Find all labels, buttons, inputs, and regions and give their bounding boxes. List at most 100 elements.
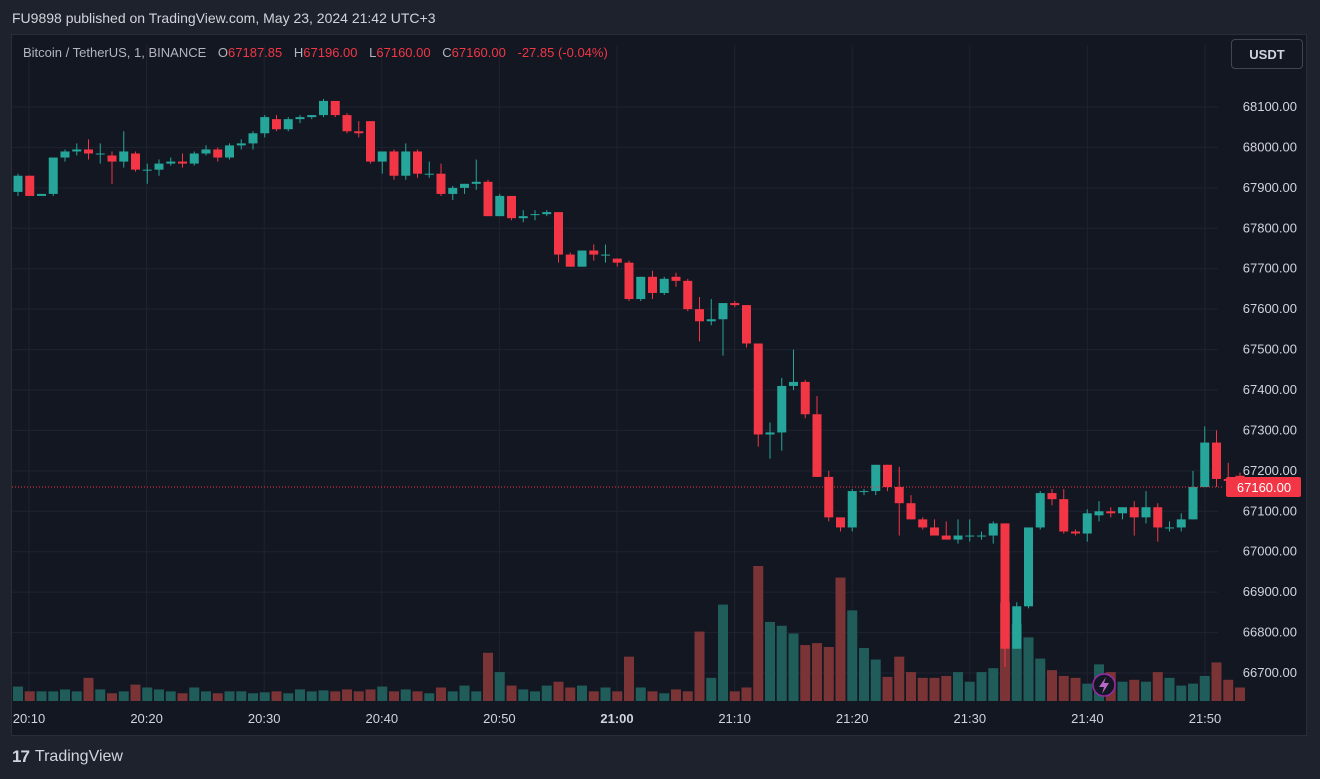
y-tick-label: 66700.00: [1243, 665, 1297, 680]
volume-bar: [107, 693, 117, 701]
volume-bar: [718, 604, 728, 701]
x-tick-label: 20:10: [13, 711, 46, 726]
volume-bar: [412, 691, 423, 701]
close-label: C: [442, 45, 452, 60]
x-tick-label: 21:30: [954, 711, 987, 726]
y-tick-label: 67000.00: [1243, 544, 1297, 559]
volume-bar: [917, 677, 928, 701]
volume-bar: [447, 691, 458, 701]
candle-body: [753, 343, 763, 435]
volume-bar: [13, 686, 23, 701]
candle-body: [1094, 511, 1104, 516]
candle-body: [518, 216, 528, 219]
candle-body: [95, 153, 105, 155]
volume-bar: [518, 689, 529, 701]
volume-bar: [283, 693, 294, 701]
volume-bar: [1023, 637, 1034, 701]
volume-bar: [859, 647, 869, 701]
candle-body: [918, 519, 928, 528]
volume-bar: [1223, 679, 1234, 701]
x-tick-label: 21:10: [718, 711, 751, 726]
volume-bar: [1035, 658, 1046, 701]
candle-body: [589, 250, 599, 255]
volume-bar: [1082, 683, 1093, 701]
volume-bar: [424, 693, 435, 701]
candle-body: [107, 155, 117, 162]
candle-body: [659, 278, 669, 293]
volume-bar: [212, 693, 223, 701]
candle-body: [612, 258, 622, 263]
y-tick-label: 67900.00: [1243, 180, 1297, 195]
volume-bar: [48, 691, 59, 701]
currency-button[interactable]: USDT: [1231, 39, 1303, 69]
volume-bar: [142, 687, 153, 701]
candle-body: [542, 212, 552, 215]
volume-bar: [494, 672, 505, 701]
volume-bar: [882, 676, 893, 701]
volume-bar: [964, 681, 975, 701]
candle-body: [789, 381, 798, 386]
volume-bar: [906, 672, 916, 701]
volume-bar: [1141, 681, 1151, 701]
tradingview-brand[interactable]: 17 TradingView: [12, 747, 123, 767]
candle-body: [483, 181, 493, 217]
symbol-name[interactable]: Bitcoin / TetherUS, 1, BINANCE: [23, 45, 207, 60]
volume-bar: [306, 691, 317, 701]
candle-body: [1106, 511, 1116, 514]
candle-body: [683, 280, 693, 310]
volume-bar: [60, 689, 70, 701]
candle-body: [871, 464, 881, 492]
candle-body: [189, 153, 199, 164]
candle-body: [389, 151, 399, 176]
candle-body: [436, 173, 446, 194]
candle-body: [272, 119, 281, 130]
candle-body: [894, 487, 904, 504]
volume-bar: [318, 690, 329, 701]
candle-body: [342, 115, 352, 132]
last-price-badge: [1226, 477, 1301, 498]
volume-bar: [377, 686, 388, 701]
volume-bar: [1176, 685, 1187, 701]
candle-body: [131, 153, 140, 170]
candle-body: [1118, 507, 1127, 514]
volume-bar: [706, 677, 717, 701]
volume-bar: [929, 677, 940, 701]
volume-bar: [635, 687, 646, 701]
volume-bar: [365, 689, 376, 701]
candle-body: [460, 183, 469, 188]
candle-body: [471, 181, 481, 184]
candle-body: [319, 100, 328, 116]
open-label: O: [217, 45, 229, 60]
candle-body: [1129, 507, 1139, 518]
volume-bar: [471, 691, 482, 701]
volume-bar: [506, 685, 517, 701]
volume-bar: [342, 689, 352, 701]
volume-bar: [835, 577, 846, 701]
candle-body: [72, 149, 82, 152]
candle-body: [777, 385, 787, 433]
y-tick-label: 67200.00: [1243, 463, 1297, 478]
volume-bar: [24, 691, 35, 701]
candle-body: [424, 173, 434, 175]
candle-body: [225, 145, 234, 158]
candle-body: [84, 149, 93, 154]
volume-bar: [647, 691, 658, 701]
candle-body: [530, 214, 540, 216]
y-tick-label: 68100.00: [1243, 99, 1297, 114]
volume-bar: [83, 677, 94, 701]
tradingview-logo-icon: 17: [12, 747, 30, 766]
volume-bar: [330, 691, 341, 701]
y-tick-label: 67600.00: [1243, 301, 1297, 316]
x-tick-label: 21:00: [600, 711, 633, 726]
volume-bar: [154, 689, 164, 701]
volume-bar: [741, 687, 752, 701]
volume-bar: [295, 689, 305, 701]
lightning-icon[interactable]: [1092, 673, 1116, 697]
low-value: 67160.00: [376, 45, 431, 60]
volume-bar: [483, 652, 493, 701]
volume-bar: [577, 685, 587, 701]
candle-body: [1141, 507, 1151, 518]
y-tick-label: 66800.00: [1243, 625, 1297, 640]
candle-body: [25, 175, 35, 196]
